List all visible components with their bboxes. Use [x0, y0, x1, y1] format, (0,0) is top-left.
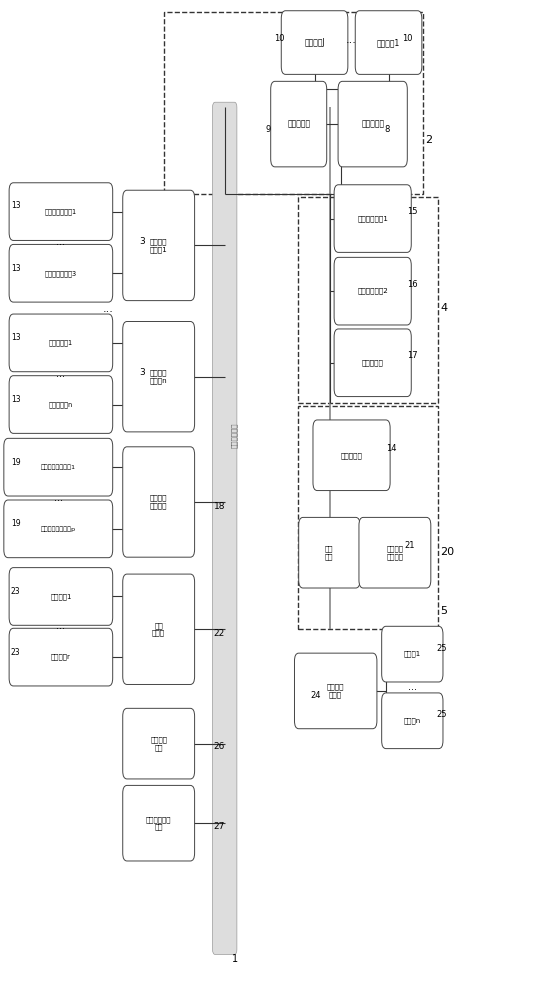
- Text: 10: 10: [402, 34, 412, 43]
- Text: ...: ...: [54, 493, 63, 503]
- FancyBboxPatch shape: [334, 185, 411, 252]
- FancyBboxPatch shape: [9, 376, 113, 433]
- Text: 4: 4: [441, 303, 447, 313]
- Text: ...: ...: [408, 682, 417, 692]
- Text: 接入变换器: 接入变换器: [341, 452, 363, 459]
- FancyBboxPatch shape: [355, 11, 422, 74]
- Text: 13: 13: [11, 333, 20, 342]
- Text: 直流变换器: 直流变换器: [287, 120, 310, 129]
- Bar: [297, 197, 438, 403]
- Bar: [297, 406, 438, 629]
- Text: 一号充电桩站站1: 一号充电桩站站1: [45, 208, 77, 215]
- Text: 16: 16: [407, 280, 418, 289]
- FancyBboxPatch shape: [382, 626, 443, 682]
- Text: 8: 8: [385, 125, 390, 134]
- FancyBboxPatch shape: [123, 574, 194, 684]
- Text: 27: 27: [214, 822, 225, 831]
- Text: 一直流母线: 一直流母线: [362, 359, 383, 366]
- Text: 24: 24: [311, 691, 321, 700]
- Text: 充电桩站站n: 充电桩站站n: [49, 401, 73, 408]
- FancyBboxPatch shape: [9, 568, 113, 625]
- FancyBboxPatch shape: [281, 11, 348, 74]
- Text: 充电直流
变换器1: 充电直流 变换器1: [150, 238, 168, 253]
- Text: 交流负荷
桥桥: 交流负荷 桥桥: [150, 737, 167, 751]
- Text: 3: 3: [139, 368, 145, 377]
- Text: 充电桩站站1: 充电桩站站1: [49, 340, 73, 346]
- Text: 25: 25: [436, 710, 446, 719]
- Text: 26: 26: [214, 742, 225, 751]
- Text: 一储能1: 一储能1: [404, 651, 421, 657]
- Text: 13: 13: [11, 201, 20, 210]
- FancyBboxPatch shape: [294, 653, 377, 729]
- Text: 13: 13: [11, 395, 20, 404]
- FancyBboxPatch shape: [123, 447, 194, 557]
- FancyBboxPatch shape: [338, 81, 407, 167]
- FancyBboxPatch shape: [123, 708, 194, 779]
- Text: ...: ...: [103, 304, 114, 314]
- Text: 15: 15: [407, 207, 418, 216]
- FancyBboxPatch shape: [271, 81, 327, 167]
- Text: 20: 20: [441, 547, 454, 557]
- FancyBboxPatch shape: [123, 785, 194, 861]
- Text: 充电管理控制
系统: 充电管理控制 系统: [146, 816, 171, 830]
- Text: 5: 5: [441, 606, 447, 616]
- FancyBboxPatch shape: [9, 244, 113, 302]
- FancyBboxPatch shape: [334, 257, 411, 325]
- Text: 21: 21: [404, 541, 415, 550]
- FancyBboxPatch shape: [4, 500, 113, 558]
- Text: 三号充电桩站站3: 三号充电桩站站3: [45, 270, 77, 277]
- Text: 充电机柜1: 充电机柜1: [377, 38, 400, 47]
- Text: 19: 19: [11, 519, 20, 528]
- Text: 1: 1: [232, 954, 238, 964]
- Text: 13: 13: [11, 264, 20, 273]
- Text: 储能
系统: 储能 系统: [325, 546, 334, 560]
- Text: 充电直流
变换器n: 充电直流 变换器n: [150, 370, 168, 384]
- FancyBboxPatch shape: [9, 183, 113, 240]
- FancyBboxPatch shape: [4, 438, 113, 496]
- Text: 光伏变换器站2: 光伏变换器站2: [357, 288, 388, 294]
- Text: 储能
管理器: 储能 管理器: [152, 622, 165, 636]
- Text: 直流变换器: 直流变换器: [361, 120, 384, 129]
- Text: 23: 23: [11, 587, 20, 596]
- FancyBboxPatch shape: [359, 517, 431, 588]
- Text: ...: ...: [57, 369, 65, 379]
- Text: 10: 10: [274, 34, 285, 43]
- Text: 三相交流母线: 三相交流母线: [231, 423, 238, 448]
- FancyBboxPatch shape: [313, 420, 390, 491]
- Text: 充电直流
变换器: 充电直流 变换器: [327, 684, 344, 698]
- FancyBboxPatch shape: [334, 329, 411, 397]
- Text: 3: 3: [139, 237, 145, 246]
- Text: 9: 9: [266, 125, 271, 134]
- Text: 充电控制
管理系统: 充电控制 管理系统: [387, 546, 403, 560]
- Text: 一无线网络文件站p: 一无线网络文件站p: [41, 526, 76, 532]
- Bar: [164, 12, 423, 194]
- Text: 一储能n: 一储能n: [404, 717, 421, 724]
- Text: 19: 19: [11, 458, 20, 467]
- FancyBboxPatch shape: [299, 517, 360, 588]
- FancyBboxPatch shape: [123, 321, 194, 432]
- Text: 22: 22: [214, 629, 225, 638]
- Text: 充电机柜J: 充电机柜J: [304, 38, 325, 47]
- Text: 一储能桥r: 一储能桥r: [51, 654, 71, 660]
- Text: 一无线网络文件站1: 一无线网络文件站1: [41, 464, 76, 470]
- FancyBboxPatch shape: [123, 190, 194, 301]
- Text: 23: 23: [11, 648, 20, 657]
- FancyBboxPatch shape: [213, 102, 237, 954]
- Text: ...: ...: [57, 237, 65, 247]
- Text: 25: 25: [436, 644, 446, 653]
- Text: 17: 17: [407, 351, 418, 360]
- Text: 无线充电
管理系统: 无线充电 管理系统: [150, 495, 168, 509]
- Text: ...: ...: [57, 621, 65, 631]
- Text: 一储能桥1: 一储能桥1: [50, 593, 72, 600]
- Text: 14: 14: [387, 444, 397, 453]
- Text: 2: 2: [426, 135, 433, 145]
- FancyBboxPatch shape: [9, 314, 113, 372]
- Text: ...: ...: [346, 35, 357, 45]
- FancyBboxPatch shape: [9, 628, 113, 686]
- Text: 18: 18: [214, 502, 225, 511]
- Text: 光伏变换器站1: 光伏变换器站1: [357, 215, 388, 222]
- FancyBboxPatch shape: [382, 693, 443, 749]
